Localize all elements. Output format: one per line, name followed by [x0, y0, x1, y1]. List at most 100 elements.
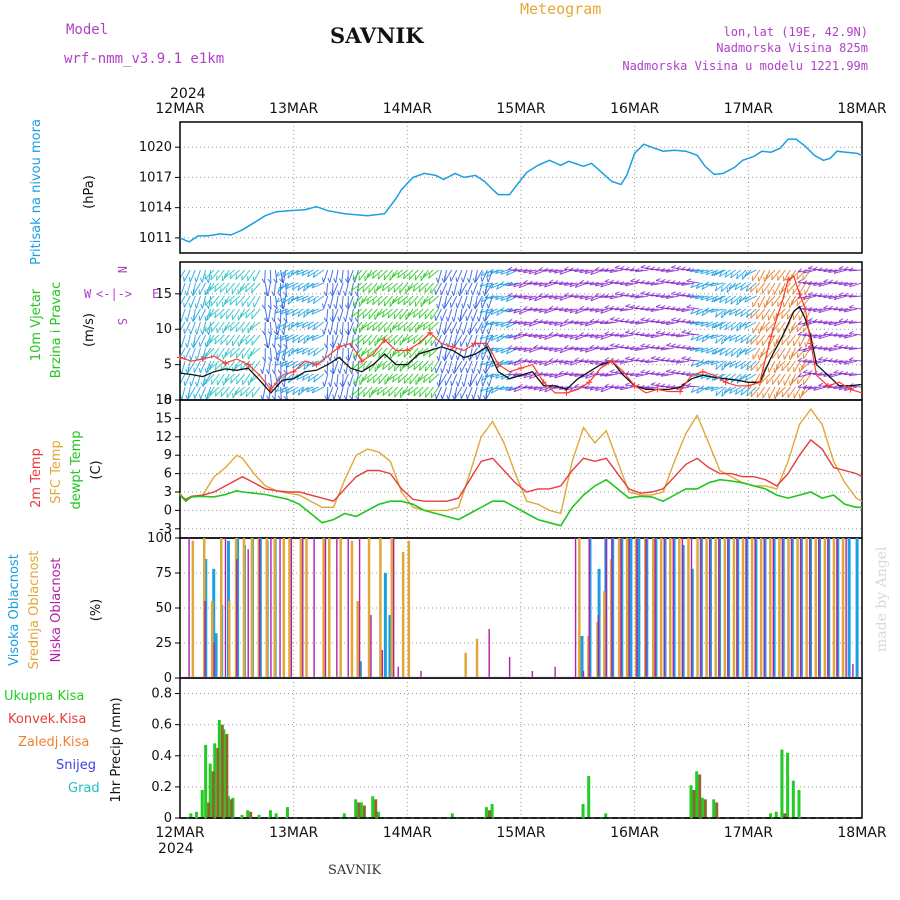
wind-barb-tick — [190, 343, 194, 349]
wind-barb-tick — [517, 357, 523, 362]
wind-barb-tick — [828, 347, 833, 352]
wind-barb — [719, 269, 731, 277]
precip-total-bar — [204, 744, 208, 818]
cloud-bar-0 — [754, 538, 758, 678]
cloud-bar-0 — [818, 538, 822, 678]
cloud-bar-1 — [322, 538, 325, 678]
wind-barb-tick — [629, 267, 635, 272]
wind-barb-tick — [660, 331, 666, 335]
wind-gust-marker — [785, 276, 792, 283]
wind-barb-tick — [538, 308, 543, 313]
wind-barb-tick — [848, 304, 854, 308]
wind-barb — [276, 295, 289, 303]
wind-barb — [539, 308, 552, 313]
wind-barb-tick — [352, 274, 355, 280]
wind-barb — [180, 269, 186, 280]
wind-barb — [360, 295, 373, 304]
cloud-bar-1 — [750, 538, 754, 678]
wind-barb — [466, 308, 473, 322]
wind-barb — [245, 282, 256, 293]
cloud-side-label-1: Visoka Oblacnost — [7, 554, 22, 666]
wind-barb-tick — [461, 277, 464, 283]
wind-barb — [397, 269, 409, 279]
wind-barb — [338, 308, 344, 322]
wind-barb — [789, 373, 796, 387]
wind-barb-tick — [579, 321, 584, 326]
wind-barb-tick — [512, 319, 518, 324]
wind-barb-tick — [645, 385, 650, 390]
wind-barb-tick — [508, 386, 513, 391]
wind-barb-tick — [538, 282, 543, 287]
wind-barb — [183, 295, 191, 308]
wind-barb-tick — [599, 319, 605, 324]
wind-barb — [378, 295, 388, 306]
wind-gust-marker — [449, 343, 456, 350]
wind-barb — [359, 373, 368, 386]
cloud-bar-1 — [678, 538, 681, 678]
wind-barb-tick — [292, 363, 295, 369]
wind-barb-tick — [695, 283, 700, 289]
wind-barb-tick — [775, 339, 778, 345]
wind-barb — [849, 373, 862, 377]
wind-barb — [590, 386, 603, 391]
wind-barb-tick — [690, 309, 694, 315]
cloud-bar-0 — [847, 538, 851, 678]
wind-barb-tick — [590, 270, 594, 275]
wind-barb — [229, 295, 241, 306]
wind-barb-tick — [528, 374, 533, 379]
wind-barb-tick — [357, 365, 360, 371]
wind-barb — [476, 373, 483, 386]
wind-barb — [444, 295, 453, 308]
wind-barb-tick — [724, 324, 728, 330]
wind-barb-tick — [485, 335, 489, 341]
wind-barb — [352, 295, 363, 307]
wind-barb — [214, 360, 225, 371]
wind-barb-tick — [595, 334, 600, 339]
wind-barb — [744, 295, 757, 303]
wind-barb — [239, 334, 251, 345]
wind-barb-tick — [705, 333, 710, 338]
cloud-bar-0 — [214, 633, 218, 678]
wind-barb-tick — [629, 345, 635, 350]
wind-barb-tick — [261, 330, 266, 336]
wind-barb-tick — [397, 325, 400, 331]
wind-barb — [217, 373, 225, 386]
wind-barb-tick — [267, 356, 272, 362]
wind-gust-marker — [722, 379, 729, 386]
wind-barb-tick — [486, 303, 489, 309]
cloud-bar-1 — [823, 538, 827, 678]
wind-gust-marker — [222, 360, 229, 367]
wind-barb-tick — [300, 386, 305, 392]
wind-barb — [323, 373, 329, 387]
wind-barb — [277, 321, 282, 335]
wind-barb-tick — [640, 358, 645, 363]
wind-barb — [734, 308, 747, 317]
precip-total-bar — [712, 799, 716, 818]
wind-barb-tick — [508, 360, 513, 365]
wind-barb-tick — [486, 355, 490, 361]
cloud-bar-1 — [379, 538, 382, 678]
wind-barb-tick — [589, 333, 594, 338]
wind-barb — [205, 334, 212, 348]
wind-barb — [774, 360, 781, 374]
wind-barb-tick — [397, 377, 400, 383]
wind-barb-tick — [455, 329, 458, 335]
wind-barb-tick — [589, 307, 594, 312]
wind-barb — [453, 308, 458, 322]
wind-barb — [798, 373, 811, 378]
wind-barb-tick — [599, 372, 605, 377]
wind-barb — [214, 386, 225, 397]
wind-barb-tick — [655, 382, 661, 386]
wind-barb-tick — [599, 267, 605, 272]
wind-barb-tick — [729, 362, 733, 368]
wind-barb-tick — [681, 329, 687, 333]
wind-barb — [391, 321, 404, 331]
wind-barb — [301, 269, 314, 277]
wind-barb — [620, 386, 634, 391]
wind-barb-tick — [313, 351, 316, 357]
cloud-bar-0 — [204, 559, 208, 678]
wind-barb-tick — [183, 380, 186, 386]
wind-barb — [686, 359, 700, 362]
wind-barb-tick — [736, 352, 739, 358]
wind-barb-tick — [403, 352, 406, 358]
